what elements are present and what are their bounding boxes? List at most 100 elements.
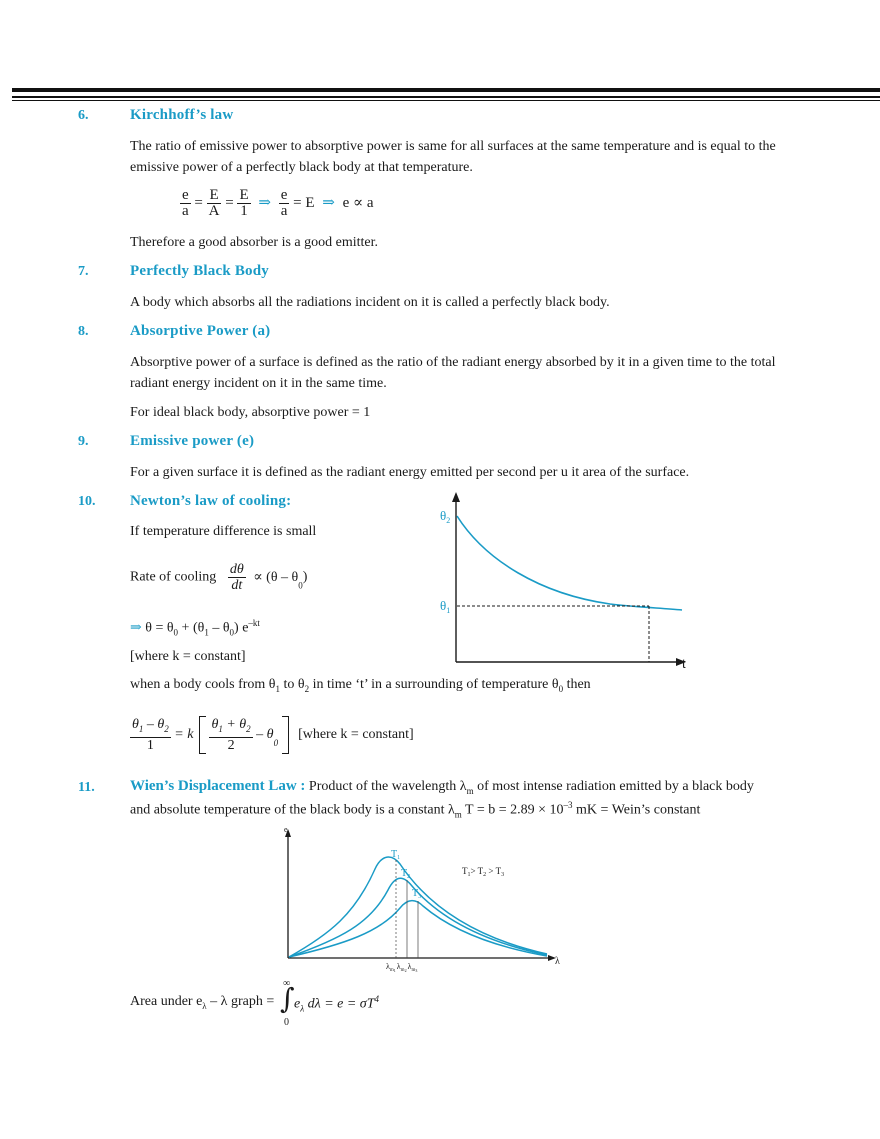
header-rule-thin: [12, 96, 880, 98]
cools-b: to θ: [280, 677, 305, 692]
section-6-para-3: Therefore a good absorber is a good emit…: [130, 235, 379, 250]
section-8-para-3: For ideal black body, absorptive power =…: [130, 405, 371, 420]
integrand-sub: λ: [300, 1003, 305, 1014]
e-lambda-label: eλ: [284, 825, 291, 836]
implies-arrow: ⇒: [258, 194, 271, 211]
T2-label: T2: [401, 868, 410, 880]
sup-kt: –kt: [248, 618, 260, 628]
wien-sub-m: m: [466, 785, 474, 796]
t-axis-label: t: [682, 656, 686, 671]
fraction-theta-sum: θ1 + θ2 2: [209, 717, 253, 753]
theta1-label: θ1: [440, 598, 450, 615]
integral-lower-limit: 0: [284, 1017, 289, 1028]
equals-k: = k: [174, 727, 194, 742]
section-10-heading: Newton’s law of cooling:: [130, 493, 292, 509]
section-6-number: 6.: [78, 108, 89, 123]
section-6-para-1: The ratio of emissive power to absorptiv…: [130, 139, 776, 154]
T3-label: T3: [412, 888, 421, 900]
theta0-sub: 0: [273, 738, 279, 749]
integral-rest: dλ = e = σT: [304, 996, 375, 1012]
proportional-term: ∝ (θ – θ: [253, 570, 299, 585]
section-10-number: 10.: [78, 494, 96, 509]
wien-p1b: of most intense radiation emitted by a b…: [473, 779, 754, 794]
section-8-heading: Absorptive Power (a): [130, 323, 271, 339]
section-7-heading: Perfectly Black Body: [130, 263, 269, 279]
close-paren: ): [302, 569, 308, 585]
lambda-axis-label: λ: [555, 956, 560, 967]
sub-0-b: 0: [173, 627, 179, 638]
area-under-graph: Area under eλ – λ graph =: [130, 994, 274, 1011]
theta2-label: θ2: [440, 508, 450, 525]
newton-equation: θ1 – θ2 1 = k θ1 + θ2 2 – θ0 [where k = …: [130, 716, 414, 754]
section-11-heading: Wien’s Displacement Law :: [130, 778, 306, 794]
section-9-para-1: For a given surface it is defined as the…: [130, 465, 690, 480]
section-7-number: 7.: [78, 264, 89, 279]
cools-sub-1: 1: [275, 683, 281, 694]
integral-expression: eλ dλ = e = σT4: [294, 994, 379, 1013]
equals-E: = E: [293, 194, 315, 211]
section-11-para-2: and absolute temperature of the black bo…: [130, 800, 700, 819]
header-rule-thick: [12, 88, 880, 92]
sub-0-c: 0: [229, 627, 235, 638]
rate-label: Rate of cooling: [130, 569, 217, 585]
equals: =: [194, 194, 203, 211]
sol-b: + (θ: [178, 620, 205, 636]
temperature-relation: T1> T2 > T3: [462, 866, 504, 878]
section-6-para-2: emissive power of a perfectly black body…: [130, 160, 473, 175]
sol-c: – θ: [208, 620, 230, 636]
cools-sub-2: 2: [304, 683, 310, 694]
section-8-number: 8.: [78, 324, 89, 339]
wien-graph: eλ T1 T2 T3 T1> T2 > T3 λ λm1λm2λm3: [284, 825, 560, 973]
wien-p2c: mK = Wein’s constant: [572, 802, 701, 818]
e-proportional-a: e ∝ a: [342, 194, 374, 211]
sub-1: 1: [204, 627, 209, 638]
wien-exp: –3: [563, 800, 573, 810]
integrand-e: e: [294, 996, 301, 1012]
area-a: Area under e: [130, 994, 203, 1009]
section-11-number: 11.: [78, 780, 95, 795]
sub-0: 0: [298, 580, 303, 591]
integral-upper-limit: ∞: [283, 978, 291, 989]
section-11-para-1: Wien’s Displacement Law : Product of the…: [130, 778, 754, 796]
area-b: – λ graph =: [206, 994, 275, 1009]
section-7-para-1: A body which absorbs all the radiations …: [130, 295, 610, 310]
curve-T3: [288, 899, 548, 958]
left-bracket: [198, 716, 206, 754]
right-bracket: [281, 716, 289, 754]
where-k-constant: [where k = constant]: [130, 649, 246, 664]
x-axis-arrow: [676, 658, 686, 666]
fraction-dtheta-dt: dθ dt: [227, 562, 246, 593]
implies-arrow-3: ⇒: [130, 620, 142, 636]
integral-power: 4: [374, 994, 380, 1004]
section-8-para-1: Absorptive power of a surface is defined…: [130, 355, 776, 370]
area-lambda-sub: λ: [202, 1000, 207, 1011]
cooling-solution: ⇒ θ = θ0 + (θ1 – θ0) e–kt: [130, 618, 260, 637]
wien-p2b: T = b = 2.89 × 10: [461, 802, 564, 818]
wien-p2a: and absolute temperature of the black bo…: [130, 802, 455, 818]
sol-d: ) e: [234, 620, 249, 636]
cools-sub-0: 0: [558, 683, 564, 694]
wien-y-axis-arrow: [285, 829, 291, 837]
minus-theta0: – θ: [256, 727, 274, 742]
section-6-heading: Kirchhoff’s law: [130, 107, 234, 123]
curve-T2: [288, 877, 548, 958]
equals: =: [225, 194, 234, 211]
y-axis-arrow: [452, 492, 460, 502]
cools-a: when a body cools from θ: [130, 677, 276, 692]
wien-sub-m-2: m: [454, 809, 462, 820]
newton-cooling-graph: θ2 θ1 t: [440, 492, 686, 671]
header-rule-thin-2: [12, 100, 880, 101]
cools-sentence: when a body cools from θ1 to θ2 in time …: [130, 677, 591, 694]
lambda-m-labels: λm1λm2λm3: [386, 962, 417, 973]
sol-a: θ = θ: [141, 620, 174, 636]
cools-c: in time ‘t’ in a surrounding of temperat…: [309, 677, 559, 692]
where-k-constant-2: [where k = constant]: [298, 727, 414, 742]
rate-of-cooling-equation: Rate of cooling dθ dt ∝ (θ – θ0): [130, 562, 307, 593]
cooling-curve: [456, 515, 683, 611]
section-9-number: 9.: [78, 434, 89, 449]
cools-d: then: [563, 677, 591, 692]
